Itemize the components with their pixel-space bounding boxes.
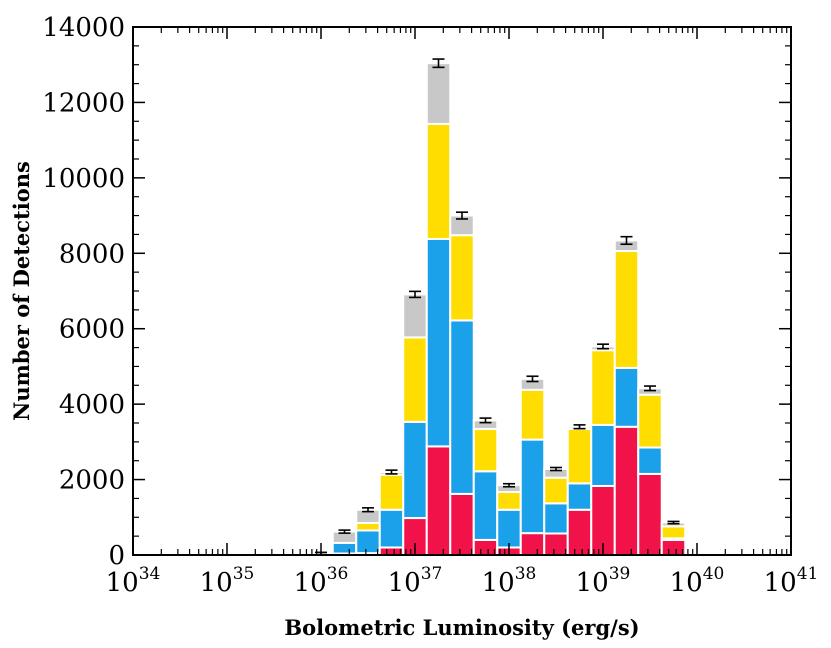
bar-segment-6-1 — [449, 319, 475, 495]
error-bar-4 — [409, 290, 421, 299]
error-bar-9 — [526, 375, 539, 383]
y-axis-ticks: 0 2000 4000 6000 8000 10000 12000 14000 — [42, 13, 791, 571]
bar-segment-4-1 — [402, 420, 428, 520]
bar-segment-9-2 — [519, 388, 546, 441]
bar-segment-5-1 — [425, 237, 452, 448]
x-tick-label-0: 1034 — [106, 564, 161, 598]
bar-segment-6-0 — [449, 492, 475, 557]
error-bar-5 — [432, 58, 445, 69]
bar-segment-4-3 — [402, 293, 428, 339]
bar-segment-3-2 — [378, 473, 405, 511]
bar-segment-13-0 — [613, 425, 640, 556]
bar-segment-9-0 — [519, 532, 546, 557]
error-bar-2 — [362, 507, 374, 513]
bar-segment-11-2 — [566, 428, 593, 485]
bar-segment-15-2 — [660, 525, 687, 540]
bar-segment-7-0 — [472, 538, 499, 557]
error-bar-8 — [503, 482, 515, 488]
bar-segment-1-1 — [331, 541, 358, 555]
y-tick-label-6: 12000 — [42, 88, 125, 118]
y-tick-label-5: 10000 — [42, 164, 125, 194]
bar-segment-11-0 — [566, 508, 593, 556]
error-bar-10 — [550, 466, 562, 472]
bar-segment-6-2 — [449, 234, 475, 322]
bar-segment-13-2 — [613, 250, 640, 369]
error-bar-1 — [338, 529, 351, 534]
bar-segment-2-1 — [355, 529, 381, 555]
bar-segment-5-3 — [425, 62, 452, 125]
x-tick-label-5: 1039 — [576, 564, 631, 598]
x-tick-label-2: 1036 — [294, 564, 349, 598]
error-bar-7 — [479, 417, 492, 424]
bar-segment-7-1 — [472, 470, 499, 541]
bar-segment-13-1 — [613, 366, 640, 428]
x-axis-label: Bolometric Luminosity (erg/s) — [284, 615, 639, 640]
bar-segment-10-1 — [543, 502, 569, 535]
y-tick-label-4: 8000 — [59, 239, 125, 269]
bar-segment-3-1 — [378, 508, 405, 549]
x-tick-label-6: 1040 — [670, 564, 725, 598]
bar-segment-14-0 — [637, 472, 663, 556]
x-tick-label-4: 1038 — [482, 564, 537, 598]
error-bar-12 — [597, 343, 609, 350]
bar-segment-2-2 — [355, 521, 381, 532]
y-tick-label-1: 2000 — [59, 466, 125, 496]
y-axis-label: Number of Detections — [9, 161, 34, 421]
bar-segment-3-0 — [378, 546, 405, 557]
error-bar-14 — [644, 385, 656, 392]
bar-segment-11-1 — [566, 482, 593, 511]
error-bar-6 — [456, 211, 468, 220]
bar-segment-15-0 — [660, 538, 687, 557]
bar-segment-9-1 — [519, 438, 546, 535]
bar-segment-8-2 — [496, 491, 522, 511]
bar-segment-12-2 — [590, 349, 616, 426]
error-bar-3 — [385, 469, 398, 475]
bar-segment-12-1 — [590, 423, 616, 487]
bars-layer — [308, 62, 687, 557]
error-bar-13 — [620, 235, 633, 246]
x-tick-label-1: 1035 — [200, 564, 255, 598]
y-tick-label-3: 6000 — [59, 315, 125, 345]
bar-segment-7-2 — [472, 428, 499, 473]
y-tick-label-0: 0 — [108, 541, 125, 571]
bar-segment-4-2 — [402, 336, 428, 423]
error-bar-15 — [667, 520, 680, 525]
bar-segment-14-2 — [637, 393, 663, 449]
bar-segment-10-2 — [543, 476, 569, 505]
bar-segment-10-0 — [543, 532, 569, 557]
y-tick-label-7: 14000 — [42, 13, 125, 43]
bar-segment-5-0 — [425, 445, 452, 556]
bar-segment-14-1 — [637, 446, 663, 475]
x-tick-label-7: 1041 — [764, 564, 819, 598]
y-tick-label-2: 4000 — [59, 390, 125, 420]
x-axis-ticks: 1034 1035 1036 1037 1038 1039 1040 1041 — [106, 27, 819, 598]
bar-segment-5-2 — [425, 122, 452, 240]
x-tick-label-3: 1037 — [388, 564, 443, 598]
error-bar-11 — [573, 424, 586, 430]
bar-segment-8-1 — [496, 508, 522, 549]
